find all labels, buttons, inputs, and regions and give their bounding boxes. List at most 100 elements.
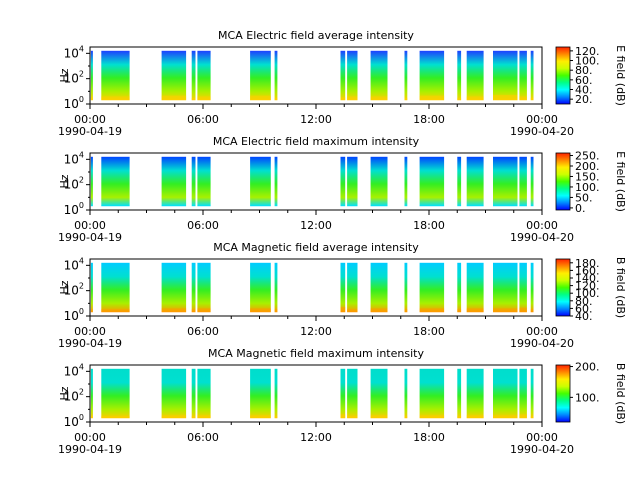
x-tick-label: 00:00 [74, 431, 106, 444]
data-interval [404, 262, 408, 313]
x-tick-label: 18:00 [413, 325, 445, 338]
panel-title: MCA Magnetic field average intensity [213, 241, 419, 254]
y-tick-label: 102 [64, 70, 84, 86]
data-interval [161, 368, 187, 419]
data-interval [250, 368, 271, 419]
data-interval [347, 156, 358, 207]
low-frequency-band [197, 96, 211, 101]
low-frequency-band [191, 97, 196, 101]
data-interval [457, 50, 462, 101]
x-tick-label: 00:00 [526, 325, 558, 338]
data-interval [419, 50, 445, 101]
data-interval [370, 156, 388, 207]
colorbar-tick-label: 60. [575, 302, 593, 315]
data-interval [101, 50, 130, 101]
data-interval [340, 156, 346, 207]
low-frequency-band [250, 415, 271, 419]
data-interval [347, 50, 358, 101]
x-tick-date: 1990-04-19 [58, 231, 122, 244]
low-frequency-band [493, 205, 518, 207]
data-interval [191, 50, 196, 101]
colorbar-tick-label: 140. [575, 272, 600, 285]
data-interval [191, 262, 196, 313]
data-interval [250, 262, 271, 313]
panel-title: MCA Magnetic field maximum intensity [208, 347, 424, 360]
low-frequency-band [340, 414, 346, 419]
x-tick-label: 12:00 [300, 431, 332, 444]
data-interval [530, 262, 534, 313]
y-tick-label: 100 [64, 95, 84, 111]
low-frequency-band [197, 415, 211, 419]
x-tick-label: 18:00 [413, 113, 445, 126]
x-tick-date: 1990-04-20 [510, 125, 574, 138]
low-frequency-band [466, 205, 484, 207]
colorbar-tick-label: 100. [575, 287, 600, 300]
colorbar-label: E field (dB) [614, 151, 627, 212]
low-frequency-band [530, 97, 534, 101]
data-interval [404, 368, 408, 419]
low-frequency-band [530, 415, 534, 419]
low-frequency-band [274, 309, 278, 313]
colorbar-tick-label: 120. [575, 280, 600, 293]
x-tick-label: 12:00 [300, 113, 332, 126]
data-interval [457, 262, 462, 313]
low-frequency-band [101, 205, 130, 207]
low-frequency-band [161, 95, 187, 101]
data-interval [519, 368, 527, 419]
low-frequency-band [347, 96, 358, 101]
colorbar-tick-label: 40. [575, 310, 593, 323]
data-interval [274, 156, 278, 207]
low-frequency-band [419, 308, 445, 313]
low-frequency-band [347, 205, 358, 207]
data-interval [90, 156, 93, 207]
data-interval [347, 262, 358, 313]
data-interval [419, 156, 445, 207]
low-frequency-band [530, 309, 534, 313]
colorbar-label: B field (dB) [614, 257, 627, 318]
low-frequency-band [457, 415, 462, 419]
y-tick-label: 100 [64, 413, 84, 429]
low-frequency-band [250, 95, 271, 101]
data-interval [161, 156, 187, 207]
x-tick-date: 1990-04-19 [58, 125, 122, 138]
low-frequency-band [101, 309, 130, 313]
colorbar-tick-label: 80. [575, 64, 593, 77]
x-tick-label: 18:00 [413, 431, 445, 444]
data-interval [493, 156, 518, 207]
colorbar-tick-label: 200. [575, 361, 600, 374]
x-tick-label: 00:00 [526, 431, 558, 444]
data-interval [197, 156, 211, 207]
x-tick-date: 1990-04-20 [510, 337, 574, 350]
x-tick-label: 12:00 [300, 325, 332, 338]
low-frequency-band [419, 415, 445, 419]
low-frequency-band [466, 96, 484, 101]
data-interval [530, 50, 534, 101]
x-tick-label: 06:00 [187, 219, 219, 232]
panel-3: MCA Magnetic field average intensity 100 1… [58, 241, 627, 350]
y-tick-label: 104 [64, 256, 84, 272]
low-frequency-band [404, 415, 408, 419]
panel-4: MCA Magnetic field maximum intensity 100 1… [58, 347, 627, 456]
data-interval [404, 50, 408, 101]
data-interval [457, 368, 462, 419]
colorbar [555, 46, 571, 105]
low-frequency-band [191, 415, 196, 419]
data-interval [274, 262, 278, 313]
data-interval [90, 50, 93, 101]
y-tick-label: 102 [64, 176, 84, 192]
low-frequency-band [466, 308, 484, 313]
data-interval [101, 156, 130, 207]
low-frequency-band [493, 415, 518, 419]
data-interval [90, 368, 93, 419]
data-interval [250, 50, 271, 101]
data-interval [197, 262, 211, 313]
low-frequency-band [340, 306, 346, 313]
data-interval [493, 368, 518, 419]
low-frequency-band [274, 97, 278, 101]
data-interval [466, 368, 484, 419]
data-interval [466, 156, 484, 207]
colorbar-tick-label: 200. [575, 160, 600, 173]
colorbar-label: E field (dB) [614, 45, 627, 106]
x-tick-label: 12:00 [300, 219, 332, 232]
